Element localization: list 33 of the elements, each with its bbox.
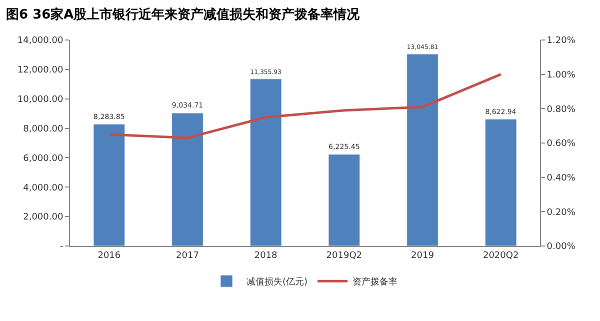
y-tick-label: - xyxy=(60,242,64,252)
y2-tick-label: 1.20% xyxy=(546,36,576,46)
bar xyxy=(484,118,517,246)
chart-title: 图6 36家A股上市银行近年来资产减值损失和资产拨备率情况 xyxy=(6,6,361,23)
y2-tick-label: 0.60% xyxy=(546,139,576,150)
y-tick-label: 14,000.00 xyxy=(17,36,64,46)
x-tick-label: 2019Q2 xyxy=(326,250,362,261)
y2-tick-label: 0.20% xyxy=(546,208,576,218)
x-tick-label: 2016 xyxy=(98,250,121,261)
x-tick-label: 2017 xyxy=(176,250,199,261)
x-tick-label: 2018 xyxy=(254,250,278,261)
bar xyxy=(406,54,438,246)
data-label: 9,034.71 xyxy=(172,100,204,110)
y-tick-label: 8,000.00 xyxy=(23,124,64,134)
y-tick-label: 12,000.00 xyxy=(17,66,64,76)
y-tick-label: 10,000.00 xyxy=(17,95,64,106)
y2-tick-label: 0.00% xyxy=(546,242,576,252)
x-tick-label: 2019 xyxy=(411,250,434,261)
bar xyxy=(250,78,282,246)
bar xyxy=(93,124,126,246)
data-label: 6,225.45 xyxy=(328,142,360,152)
x-tick-label: 2020Q2 xyxy=(482,250,519,261)
bar xyxy=(328,154,360,246)
y2-tick-label: 0.40% xyxy=(546,173,576,184)
legend-label: 减值损失(亿元) xyxy=(246,276,308,288)
y-tick-label: 2,000.00 xyxy=(23,212,64,223)
data-label: 8,283.85 xyxy=(94,112,125,121)
y-tick-label: 6,000.00 xyxy=(23,154,64,164)
y2-tick-label: 1.00% xyxy=(546,70,576,80)
bar xyxy=(172,112,204,246)
y2-tick-label: 0.80% xyxy=(546,104,576,115)
legend-label: 资产拨备率 xyxy=(352,276,398,288)
y-tick-label: 4,000.00 xyxy=(23,183,64,194)
